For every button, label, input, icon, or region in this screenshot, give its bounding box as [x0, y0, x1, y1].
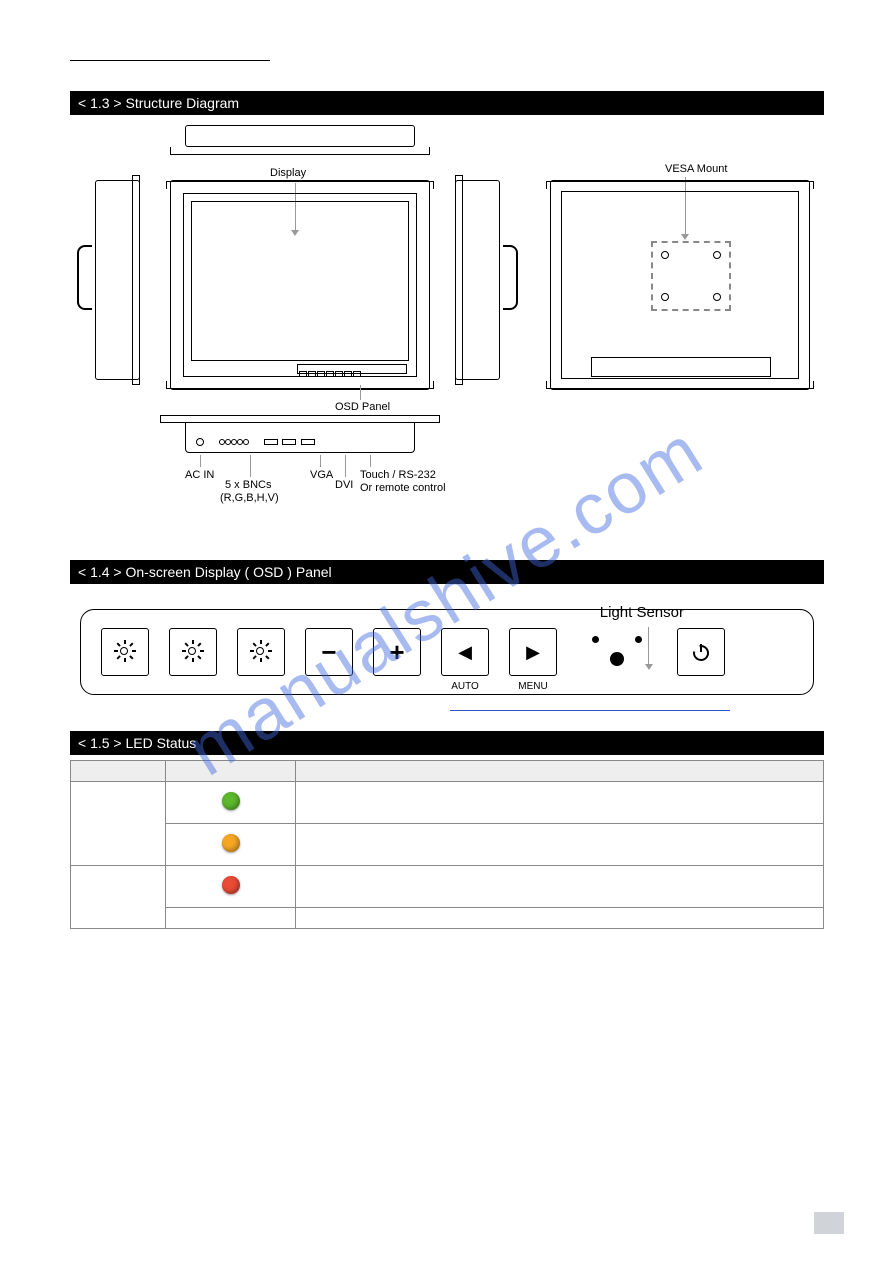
- label-osd-panel: OSD Panel: [335, 401, 390, 413]
- cell-desc: [296, 908, 824, 929]
- arrow: [200, 455, 201, 467]
- left-auto-button: ◀ AUTO: [441, 628, 489, 676]
- label-bnc2: (R,G,B,H,V): [220, 492, 279, 504]
- cell-desc: [296, 866, 824, 908]
- brightness-button-1: [101, 628, 149, 676]
- structure-diagram: Display VESA Mount: [70, 125, 824, 545]
- th-desc: [296, 761, 824, 782]
- brightness-button-3: [237, 628, 285, 676]
- minus-button: −: [305, 628, 353, 676]
- table-row: [71, 908, 824, 929]
- diagram-front-view: [160, 175, 440, 395]
- arrow: [320, 455, 321, 467]
- cell-col1-merged: [71, 782, 166, 866]
- diagram-left-side: [80, 180, 140, 380]
- cell-desc: [296, 782, 824, 824]
- label-touch2: Or remote control: [360, 482, 446, 494]
- label-ac-in: AC IN: [185, 469, 214, 481]
- light-sensor-area: [577, 628, 657, 676]
- label-dvi: DVI: [335, 479, 353, 491]
- page-number-box: [814, 1212, 844, 1234]
- section-osd-panel: < 1.4 > On-screen Display ( OSD ) Panel: [70, 560, 824, 584]
- table-row: [71, 782, 824, 824]
- arrow: [345, 455, 346, 477]
- arrow-osd: [360, 385, 361, 400]
- table-row: [71, 824, 824, 866]
- table-row: [71, 866, 824, 908]
- label-touch1: Touch / RS-232: [360, 469, 436, 481]
- label-vesa: VESA Mount: [665, 163, 727, 175]
- arrow: [250, 455, 251, 477]
- cell-desc: [296, 824, 824, 866]
- right-menu-button: ▶ MENU: [509, 628, 557, 676]
- top-rule: [70, 60, 270, 61]
- th-led: [166, 761, 296, 782]
- menu-label: MENU: [510, 681, 556, 692]
- label-bnc1: 5 x BNCs: [225, 479, 271, 491]
- led-status-table: [70, 760, 824, 929]
- link-underline: [450, 710, 730, 711]
- power-button: [677, 628, 725, 676]
- osd-panel-diagram: − + ◀ AUTO ▶ MENU: [80, 609, 814, 695]
- cell-led-orange: [166, 824, 296, 866]
- diagram-right-side: [455, 180, 515, 380]
- table-header-row: [71, 761, 824, 782]
- power-icon: [690, 641, 712, 663]
- diagram-top-view: [170, 125, 430, 160]
- arrow: [370, 455, 371, 467]
- section-structure-diagram: < 1.3 > Structure Diagram: [70, 91, 824, 115]
- label-vga: VGA: [310, 469, 333, 481]
- cell-led-green: [166, 782, 296, 824]
- diagram-rear-view: [540, 175, 820, 395]
- section-led-status: < 1.5 > LED Status: [70, 731, 824, 755]
- cell-col1-merged2: [71, 866, 166, 929]
- plus-button: +: [373, 628, 421, 676]
- cell-led-empty: [166, 908, 296, 929]
- cell-led-red: [166, 866, 296, 908]
- diagram-bottom-view: [170, 415, 430, 465]
- brightness-button-2: [169, 628, 217, 676]
- th-col1: [71, 761, 166, 782]
- auto-label: AUTO: [442, 681, 488, 692]
